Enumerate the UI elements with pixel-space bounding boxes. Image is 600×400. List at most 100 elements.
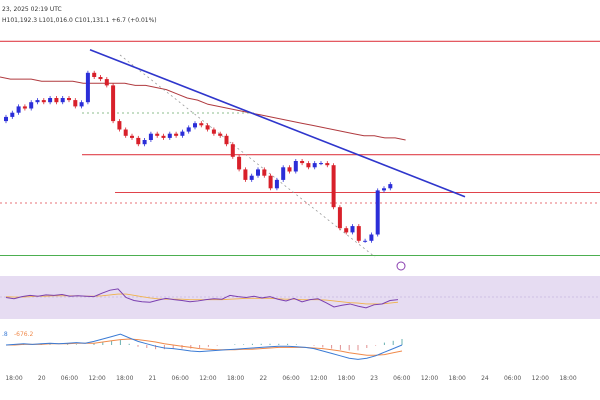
candle-up — [319, 163, 323, 165]
candle-up — [186, 127, 191, 132]
x-tick-label: 18:00 — [116, 375, 133, 382]
candle-down — [287, 167, 292, 172]
x-tick-label: 06:00 — [504, 375, 521, 382]
candle-down — [205, 125, 210, 130]
candle-up — [142, 140, 147, 145]
candle-down — [331, 165, 336, 208]
candle-up — [48, 98, 53, 103]
rsi-line — [5, 288, 399, 309]
candle-down — [211, 129, 216, 134]
current-marker — [396, 261, 406, 271]
x-tick-label: 12:00 — [310, 375, 327, 382]
candle-up — [363, 240, 368, 242]
candle-down — [243, 169, 248, 180]
candle-down — [237, 156, 242, 170]
candle-up — [79, 102, 84, 107]
candle-down — [117, 121, 122, 130]
candle-up — [85, 72, 90, 103]
x-tick-label: 18:00 — [338, 375, 355, 382]
macd-label-a: .8 — [2, 331, 8, 338]
candle-up — [382, 188, 386, 191]
candle-down — [161, 135, 166, 138]
candle-up — [350, 226, 355, 233]
macd-line — [5, 333, 403, 360]
candle-up — [29, 102, 34, 109]
candle-down — [325, 163, 330, 166]
candle-up — [293, 161, 298, 172]
candle-down — [199, 123, 204, 126]
candlesticks — [4, 70, 393, 243]
candle-up — [256, 169, 260, 176]
candle-down — [22, 106, 27, 109]
candle-down — [268, 175, 273, 189]
candle-down — [111, 85, 116, 122]
candle-down — [262, 169, 267, 176]
candle-down — [104, 79, 109, 86]
candle-up — [274, 179, 279, 189]
dotted-diagonal-line — [119, 54, 376, 258]
header-bar: 23, 2025 02:19 UTC H101,192.3 L101,016.0… — [2, 6, 157, 24]
x-tick-label: 12:00 — [88, 375, 105, 382]
candle-down — [174, 133, 179, 136]
bearish-trendline — [89, 48, 466, 198]
candle-down — [67, 98, 71, 101]
candle-down — [73, 100, 78, 107]
ma-line — [0, 76, 406, 141]
x-axis: 18:00 20 06:00 12:00 18:00 21 06:00 12:00 18:00 2… — [5, 375, 576, 382]
x-tick-label: 12:00 — [532, 375, 549, 382]
x-tick-label: 06:00 — [393, 375, 410, 382]
candle-down — [54, 98, 59, 103]
macd-label-b: -676.2 — [14, 331, 34, 338]
candle-up — [148, 133, 153, 140]
rsi-band — [0, 276, 600, 319]
rsi-panel — [0, 276, 600, 319]
x-tick-label: 20 — [38, 375, 46, 382]
candle-up — [180, 131, 185, 136]
x-tick-label: 12:00 — [421, 375, 438, 382]
candle-up — [167, 133, 172, 138]
candle-up — [375, 190, 380, 235]
macd-panel: .8 -676.2 — [2, 331, 403, 360]
x-tick-label: 18:00 — [449, 375, 466, 382]
candle-down — [98, 77, 103, 80]
trendline — [89, 48, 466, 198]
candle-up — [388, 184, 393, 189]
candle-down — [344, 228, 349, 233]
candle-up — [249, 175, 254, 180]
candle-down — [337, 207, 342, 229]
x-tick-label: 06:00 — [282, 375, 299, 382]
x-tick-label: 21 — [149, 375, 157, 382]
candle-up — [4, 116, 8, 122]
candle-down — [356, 226, 361, 241]
header-ohlc: H101,192.3 L101,016.0 C101,131.1 +6.7 (+… — [2, 17, 157, 24]
marker-circle — [396, 261, 406, 271]
x-tick-label: 06:00 — [61, 375, 78, 382]
candle-down — [92, 72, 97, 77]
candle-down — [300, 161, 305, 164]
x-tick-label: 18:00 — [5, 375, 22, 382]
candle-up — [369, 234, 374, 241]
candle-up — [16, 106, 21, 113]
candle-up — [193, 123, 197, 128]
x-tick-label: 18:00 — [559, 375, 576, 382]
horizontal-levels — [0, 40, 600, 296]
candle-up — [10, 112, 15, 117]
x-tick-label: 06:00 — [172, 375, 189, 382]
candle-up — [35, 100, 40, 103]
macd-signal-line — [6, 338, 403, 356]
candle-down — [218, 133, 223, 136]
candle-down — [230, 144, 235, 157]
x-tick-label: 12:00 — [199, 375, 216, 382]
candle-down — [41, 100, 46, 103]
dotted-guide-lines — [0, 54, 600, 258]
candle-down — [155, 133, 160, 136]
x-tick-label: 24 — [481, 375, 489, 382]
x-tick-label: 18:00 — [227, 375, 244, 382]
x-tick-label: 22 — [259, 375, 267, 382]
candle-up — [312, 163, 317, 168]
candle-down — [306, 163, 311, 168]
candle-up — [281, 167, 286, 180]
candle-up — [60, 98, 65, 103]
header-date: 23, 2025 02:19 UTC — [2, 6, 62, 13]
